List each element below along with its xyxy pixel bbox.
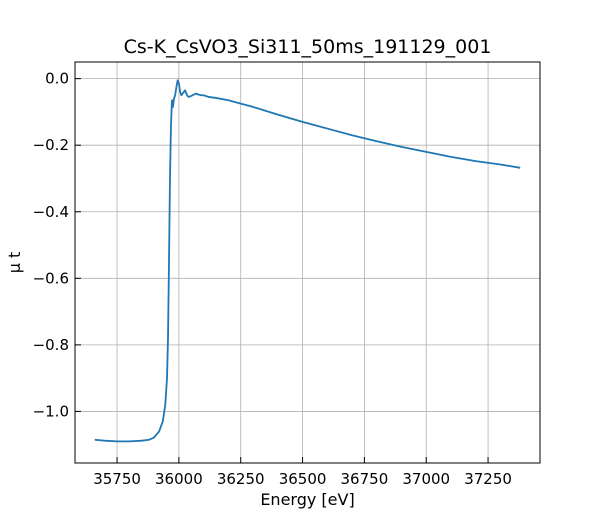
chart-title: Cs-K_CsVO3_Si311_50ms_191129_001 xyxy=(124,36,492,58)
x-tick-label: 36250 xyxy=(217,470,265,488)
gridlines xyxy=(75,62,540,463)
y-tick-label: −0.8 xyxy=(33,336,69,354)
series-line xyxy=(94,79,521,443)
y-tick-label: −0.2 xyxy=(33,136,69,154)
x-tick-label: 36750 xyxy=(341,470,389,488)
x-tick-label: 35750 xyxy=(93,470,141,488)
y-axis-label: μ t xyxy=(5,252,24,274)
x-tick-label: 37000 xyxy=(402,470,450,488)
x-tick-label: 36500 xyxy=(279,470,327,488)
x-tick-label: 36000 xyxy=(155,470,203,488)
x-axis-label: Energy [eV] xyxy=(260,490,354,509)
y-tick-label: 0.0 xyxy=(45,70,69,88)
y-axis-ticks: 0.0 −0.2 −0.4 −0.6 −0.8 −1.0 xyxy=(33,70,81,420)
y-tick-label: −0.6 xyxy=(33,269,69,287)
series-layer xyxy=(94,79,521,443)
y-tick-label: −0.4 xyxy=(33,203,69,221)
y-tick-label: −1.0 xyxy=(33,402,69,420)
plot-frame xyxy=(74,61,541,464)
x-tick-label: 37250 xyxy=(464,470,512,488)
x-axis-ticks: 35750 36000 36250 36500 36750 37000 37250 xyxy=(93,457,512,488)
